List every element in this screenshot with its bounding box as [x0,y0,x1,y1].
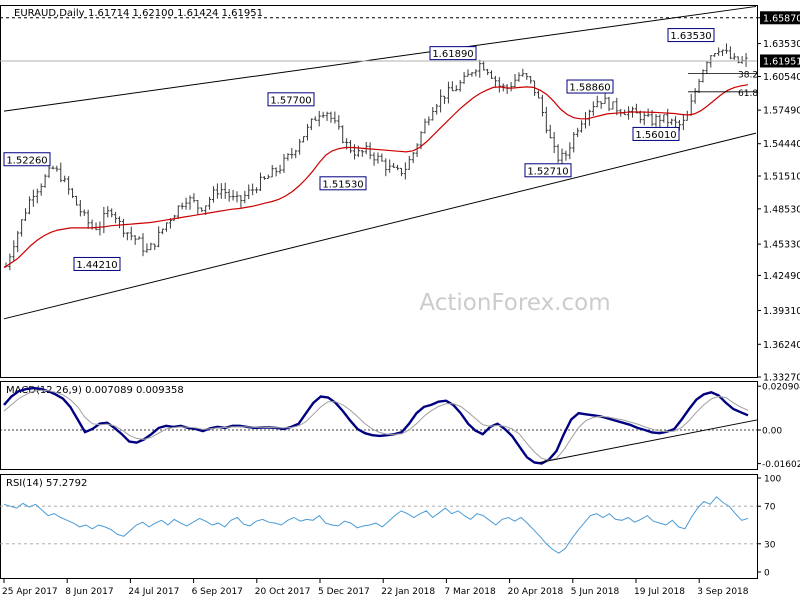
symbol-label: EURAUD,Daily [14,8,85,19]
price-layer: 1.52260 1.44210 1.57700 1.51530 1.61890 1.588… [0,5,758,320]
swing-label-box [267,92,315,107]
rsi-axis-label: 0 [764,569,770,579]
swing-label-box [632,126,680,141]
swing-label-text: 1.58860 [569,83,610,94]
rsi-layer [0,496,757,554]
swing-label-box [667,28,715,43]
price-axis-label: 1.36240 [763,340,800,351]
swing-label-text: 1.57700 [270,95,311,106]
macd-signal-line [3,389,749,461]
date-axis-label: 3 Sep 2018 [697,587,749,597]
price-axis-label: 1.54440 [763,139,800,150]
swing-label-box [73,256,121,271]
price-axis-label: 1.51510 [763,172,800,183]
rsi-axis-label: 70 [764,503,776,513]
channel-upper-line [3,5,757,112]
date-axis-label: 5 Dec 2017 [318,587,370,597]
date-axis-label: 22 Jan 2018 [381,587,435,597]
macd-axis-label: -0.016023 [762,460,800,470]
macd-trendline [539,419,758,463]
price-axis-label: 1.33270 [763,373,800,384]
price-axis-label: 1.42490 [763,271,800,282]
price-axis-label: 1.57490 [763,106,800,117]
macd-axis-label: 0.00 [762,427,782,437]
price-axis-label: 1.48530 [763,204,800,215]
rsi-panel [0,474,758,579]
swing-label-text: 1.61890 [432,49,473,60]
swing-label-box [319,176,367,191]
current-price-tag-bg [760,54,800,68]
date-axis-label: 8 Jun 2017 [65,587,113,597]
swing-label-text: 1.63530 [670,31,711,42]
macd-layer [0,386,758,465]
current-price-tag: 1.61951 [763,56,800,67]
swing-label-text: 1.52260 [6,155,47,166]
price-axis-highlight [760,11,800,25]
date-axis-label: 24 Jul 2017 [128,587,179,597]
fib-level-label: 38.2 [738,71,758,81]
channel-lower-line [3,132,757,320]
price-axis-label: 1.45330 [763,240,800,251]
moving-average-line [3,84,749,269]
rsi-line [3,496,749,554]
price-axis-label: 1.60540 [763,72,800,83]
date-axis-label: 7 Mar 2018 [444,587,496,597]
swing-label-text: 1.56010 [635,130,676,141]
axes-layer: 1.65870 1.63530 1.60540 1.57490 1.54440 1.515… [2,11,800,597]
swing-label-box [524,163,572,178]
swing-label-text: 1.51530 [322,179,363,190]
swing-label-text: 1.44210 [76,260,117,271]
date-axis-label: 6 Sep 2017 [192,587,243,597]
date-axis-label: 20 Apr 2018 [508,587,564,597]
fib-level-label: 61.8 [738,89,758,99]
date-axis-label: 5 Jun 2018 [571,587,620,597]
ohlc-label: 1.61714 1.62100 1.61424 1.61951 [88,8,263,19]
rsi-axis-label: 100 [764,475,781,485]
date-axis-label: 25 Apr 2017 [2,587,58,597]
rsi-axis-label: 30 [764,540,776,550]
date-axis-label: 19 Jul 2018 [634,587,685,597]
swing-label-text: 1.52710 [527,166,568,177]
rsi-label: RSI(14) 57.2792 [6,478,87,489]
swing-label-box [566,79,614,94]
swing-label-box [429,46,477,61]
watermark: ActionForex.com [419,290,610,316]
date-axis-label: 20 Oct 2017 [255,587,311,597]
macd-main-line [3,386,749,465]
macd-label: MACD(12,26,9) 0.007089 0.009358 [6,385,184,396]
price-axis-label: 1.63530 [763,39,800,50]
price-axis-label: 1.65870 [763,13,800,24]
price-panel [0,5,758,378]
macd-axis-label: 0.020904 [762,383,800,393]
price-axis-label: 1.39310 [763,306,800,317]
swing-label-box [3,152,51,167]
